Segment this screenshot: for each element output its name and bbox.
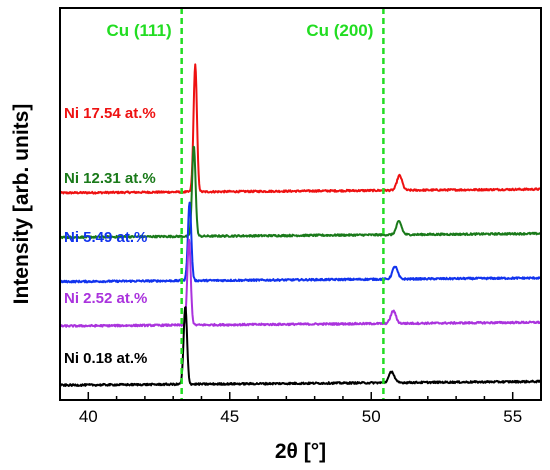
plot-frame [59,7,542,401]
series-line-3 [59,201,542,284]
series-label-2: Ni 12.31 at.% [64,170,156,187]
x-tick-label: 50 [362,407,381,426]
series-line-1 [59,63,542,195]
series-label-4: Ni 2.52 at.% [64,290,147,307]
series-label-1: Ni 17.54 at.% [64,105,156,122]
y-axis-label: Intensity [arb. units] [10,104,33,305]
series-label-3: Ni 5.49 at.% [64,229,147,246]
reference-lines: Cu (111) Cu (200) [106,8,385,400]
series-line-5 [59,306,542,387]
series-layer [59,63,542,387]
reference-label-2: Cu (200) [306,21,373,40]
series-labels: Ni 17.54 at.% Ni 12.31 at.% Ni 5.49 at.% Ni… [64,105,156,367]
x-tick-label: 40 [79,407,98,426]
series-line-4 [59,238,542,328]
series-label-5: Ni 0.18 at.% [64,350,147,367]
x-tick-label: 45 [220,407,239,426]
x-ticks: 40 45 50 55 [59,392,542,426]
x-axis-label: 2θ [°] [275,440,326,463]
series-line-2 [59,145,542,240]
reference-label-1: Cu (111) [106,21,171,40]
x-tick-label: 55 [503,407,522,426]
plot-area: Cu (111) Cu (200) 40 45 50 55 Ni 17.54 at.%N… [59,7,542,426]
